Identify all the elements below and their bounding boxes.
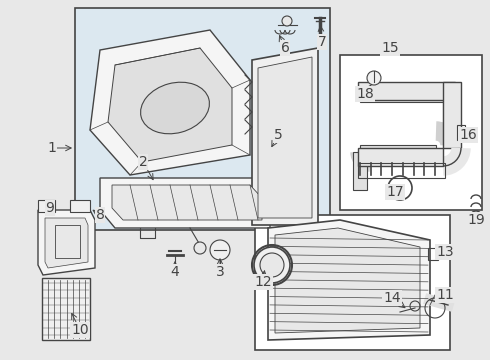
Circle shape xyxy=(210,240,230,260)
Bar xyxy=(38,200,55,212)
Bar xyxy=(358,163,445,178)
Text: 4: 4 xyxy=(171,265,179,279)
Bar xyxy=(360,88,450,102)
Polygon shape xyxy=(112,185,262,220)
Text: 17: 17 xyxy=(386,185,404,199)
Bar xyxy=(358,82,455,100)
Text: 15: 15 xyxy=(381,41,399,55)
Text: 19: 19 xyxy=(467,213,485,227)
Text: 11: 11 xyxy=(436,288,454,302)
Text: 7: 7 xyxy=(318,35,326,49)
Polygon shape xyxy=(45,218,88,268)
Text: 13: 13 xyxy=(436,245,454,259)
Bar xyxy=(55,225,80,258)
Text: 18: 18 xyxy=(356,87,374,101)
Text: 8: 8 xyxy=(96,208,104,222)
Text: 16: 16 xyxy=(459,128,477,142)
Bar xyxy=(358,148,443,166)
Ellipse shape xyxy=(141,82,209,134)
Text: 6: 6 xyxy=(281,41,290,55)
Bar xyxy=(353,152,367,190)
Text: 9: 9 xyxy=(46,201,54,215)
Bar xyxy=(70,200,90,212)
Bar xyxy=(360,145,436,159)
Circle shape xyxy=(194,242,206,254)
Circle shape xyxy=(254,247,290,283)
Bar xyxy=(443,82,461,148)
Circle shape xyxy=(260,253,284,277)
Circle shape xyxy=(367,71,381,85)
Bar xyxy=(255,215,450,350)
Polygon shape xyxy=(275,228,420,333)
Text: 2: 2 xyxy=(139,155,147,169)
Polygon shape xyxy=(90,30,250,175)
Polygon shape xyxy=(100,178,270,228)
Polygon shape xyxy=(38,210,95,275)
Polygon shape xyxy=(108,48,232,162)
Bar xyxy=(340,55,482,210)
Polygon shape xyxy=(268,220,430,340)
Circle shape xyxy=(282,16,292,26)
Polygon shape xyxy=(252,48,318,225)
Text: 1: 1 xyxy=(48,141,56,155)
Polygon shape xyxy=(258,57,312,218)
Text: 3: 3 xyxy=(216,265,224,279)
Text: 14: 14 xyxy=(383,291,401,305)
Text: 10: 10 xyxy=(71,323,89,337)
Text: 5: 5 xyxy=(273,128,282,142)
Bar xyxy=(75,8,330,230)
Bar xyxy=(443,95,457,145)
Text: 12: 12 xyxy=(254,275,272,289)
Polygon shape xyxy=(42,278,90,340)
